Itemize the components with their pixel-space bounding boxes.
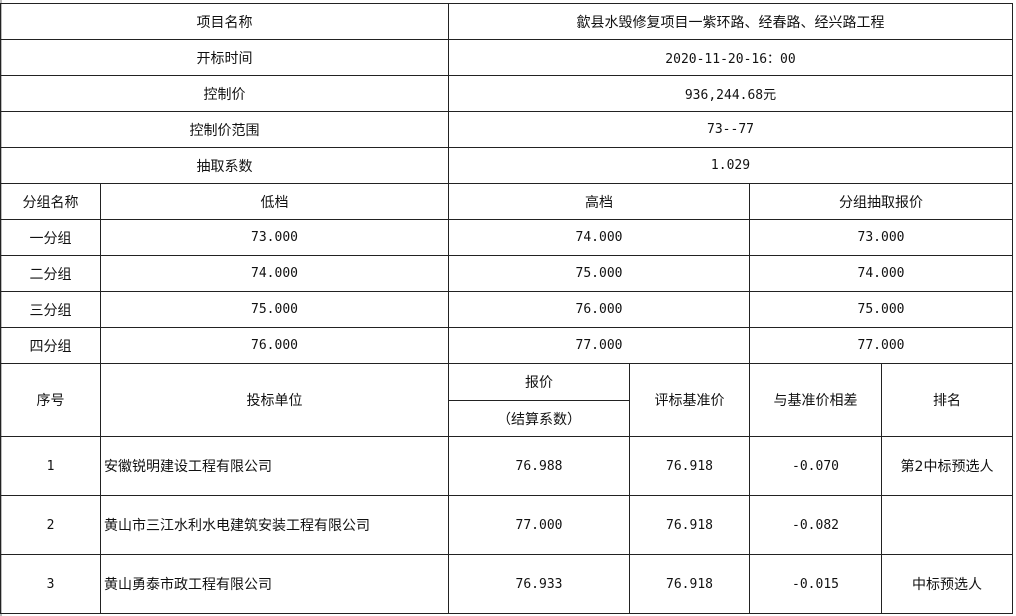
- group-value: 77.000: [448, 327, 750, 364]
- info-value: 936,244.68元: [448, 75, 1013, 112]
- header-price: 报价: [448, 363, 630, 401]
- bid-company: 黄山勇泰市政工程有限公司: [100, 554, 449, 614]
- group-name: 四分组: [0, 327, 101, 364]
- group-value: 74.000: [749, 255, 1013, 292]
- bid-base: 76.918: [629, 554, 750, 614]
- header-diff: 与基准价相差: [749, 363, 882, 437]
- group-value: 76.000: [448, 291, 750, 328]
- bid-company: 安徽锐明建设工程有限公司: [100, 436, 449, 496]
- bid-no: 1: [0, 436, 101, 496]
- bid-base: 76.918: [629, 436, 750, 496]
- bid-base: 76.918: [629, 495, 750, 555]
- info-label: 控制价: [0, 75, 449, 112]
- bid-no: 3: [0, 554, 101, 614]
- info-value: 1.029: [448, 147, 1013, 184]
- header-price-sub: （结算系数）: [448, 400, 630, 437]
- group-header: 高档: [448, 183, 750, 220]
- bid-price: 77.000: [448, 495, 630, 555]
- header-no: 序号: [0, 363, 101, 437]
- bid-company: 黄山市三江水利水电建筑安装工程有限公司: [100, 495, 449, 555]
- group-value: 75.000: [749, 291, 1013, 328]
- group-value: 75.000: [448, 255, 750, 292]
- info-label: 开标时间: [0, 39, 449, 76]
- group-value: 74.000: [100, 255, 449, 292]
- bid-price: 76.933: [448, 554, 630, 614]
- bid-no: 2: [0, 495, 101, 555]
- info-value: 73--77: [448, 111, 1013, 148]
- info-label: 项目名称: [0, 3, 449, 40]
- group-name: 一分组: [0, 219, 101, 256]
- group-value: 76.000: [100, 327, 449, 364]
- info-label: 抽取系数: [0, 147, 449, 184]
- info-value: 2020-11-20-16：00: [448, 39, 1013, 76]
- header-company: 投标单位: [100, 363, 449, 437]
- group-value: 74.000: [448, 219, 750, 256]
- info-value: 歙县水毁修复项目一紫环路、经春路、经兴路工程: [448, 3, 1013, 40]
- group-value: 75.000: [100, 291, 449, 328]
- bid-diff: -0.070: [749, 436, 882, 496]
- bid-diff: -0.082: [749, 495, 882, 555]
- left-border: [0, 0, 2, 616]
- group-header: 低档: [100, 183, 449, 220]
- header-rank: 排名: [881, 363, 1013, 437]
- group-value: 73.000: [749, 219, 1013, 256]
- group-value: 77.000: [749, 327, 1013, 364]
- bid-rank: 中标预选人: [881, 554, 1013, 614]
- bid-rank: [881, 495, 1013, 555]
- bid-price: 76.988: [448, 436, 630, 496]
- group-header: 分组抽取报价: [749, 183, 1013, 220]
- group-header: 分组名称: [0, 183, 101, 220]
- group-value: 73.000: [100, 219, 449, 256]
- header-base: 评标基准价: [629, 363, 750, 437]
- bid-rank: 第2中标预选人: [881, 436, 1013, 496]
- group-name: 二分组: [0, 255, 101, 292]
- group-name: 三分组: [0, 291, 101, 328]
- info-label: 控制价范围: [0, 111, 449, 148]
- bid-diff: -0.015: [749, 554, 882, 614]
